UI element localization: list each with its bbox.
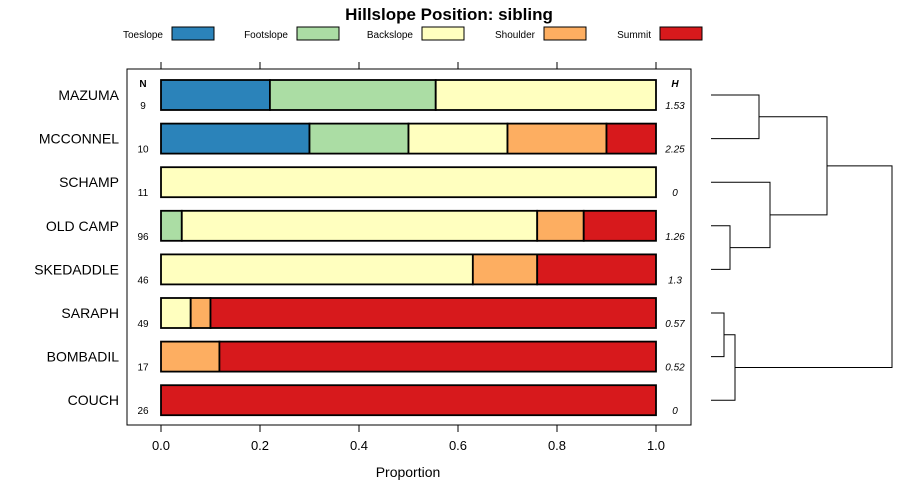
category-label: OLD CAMP <box>46 218 119 234</box>
category-label: SARAPH <box>61 305 119 321</box>
n-value: 46 <box>137 275 149 286</box>
plot-panel <box>126 68 692 426</box>
bar-segment-summit <box>209 297 657 329</box>
bar-segment-backslope <box>160 253 474 286</box>
bar-segment-summit <box>218 340 657 373</box>
dendro-link <box>759 116 828 216</box>
x-tick-label: 0.8 <box>548 438 566 453</box>
bar-segment-backslope <box>434 79 657 111</box>
dendro-link <box>711 334 736 401</box>
bar-segment-shoulder <box>471 253 539 286</box>
dendro-link <box>711 94 760 140</box>
category-label: SCHAMP <box>59 174 119 190</box>
n-value: 96 <box>137 232 149 243</box>
bar-segment-footslope <box>268 79 437 111</box>
h-value: 0 <box>672 188 678 199</box>
bar-segment-shoulder <box>536 209 585 242</box>
category-label: SKEDADDLE <box>34 261 119 277</box>
bar-row: BOMBADIL 17 0.52 <box>47 340 685 374</box>
bar-row: SKEDADDLE 46 1.3 <box>34 253 682 286</box>
bar-row: MCCONNEL 10 2.25 <box>39 122 685 156</box>
x-tick-label: 0.4 <box>350 438 368 453</box>
category-label: MCCONNEL <box>39 131 119 147</box>
n-value: 49 <box>137 319 149 330</box>
bar-segment-backslope <box>160 166 657 199</box>
bar-segment-shoulder <box>506 122 608 155</box>
x-tick-label: 1.0 <box>647 438 665 453</box>
bar-segment-footslope <box>308 122 410 155</box>
bar-segment-shoulder <box>189 297 212 329</box>
dendro-root <box>735 165 893 368</box>
legend-label-backslope: Backslope <box>367 30 414 41</box>
dendro-link <box>711 312 725 358</box>
x-tick-label: 0.0 <box>152 438 170 453</box>
legend-swatch-summit <box>659 26 703 41</box>
n-value: 11 <box>138 188 149 199</box>
bar-segment-summit <box>582 209 657 242</box>
legend-swatch-backslope <box>421 26 465 41</box>
bar-segment-toeslope <box>160 122 311 155</box>
h-value: 2.25 <box>664 145 685 156</box>
x-axis-label: Proportion <box>376 464 441 480</box>
legend-swatch-shoulder <box>543 26 587 41</box>
bar-segment-footslope <box>160 209 183 242</box>
legend-label-toeslope: Toeslope <box>123 30 163 41</box>
category-label: MAZUMA <box>58 87 119 103</box>
x-axis: 0.0 0.2 0.4 0.6 0.8 1.0 <box>152 62 665 453</box>
legend-label-footslope: Footslope <box>244 30 288 41</box>
bar-row: SCHAMP 11 0 <box>59 166 678 199</box>
legend-label-shoulder: Shoulder <box>495 30 536 41</box>
bar-rows: MAZUMA 9 1.53 MCCONNEL 10 2.25 SCHAMP 11 0 OLD CA… <box>34 79 685 417</box>
bar-segment-summit <box>605 122 657 155</box>
h-value: 0.52 <box>665 363 685 374</box>
bar-segment-backslope <box>160 297 192 329</box>
category-label: COUCH <box>68 392 119 408</box>
n-value: 10 <box>137 145 149 156</box>
legend-swatch-footslope <box>296 26 340 41</box>
h-header: H <box>671 79 679 90</box>
category-label: BOMBADIL <box>47 349 120 365</box>
h-value: 0 <box>672 406 678 417</box>
legend-swatch-toeslope <box>171 26 215 41</box>
dendrogram <box>711 94 893 401</box>
h-value: 1.3 <box>668 275 682 286</box>
bar-segment-shoulder <box>160 340 221 373</box>
bar-segment-summit <box>160 384 657 417</box>
bar-segment-backslope <box>407 122 509 155</box>
n-header: N <box>139 79 146 90</box>
chart-title: Hillslope Position: sibling <box>345 5 553 24</box>
dendro-link <box>711 181 771 249</box>
bar-row: SARAPH 49 0.57 <box>61 297 685 330</box>
h-value: 1.26 <box>665 232 685 243</box>
n-value: 26 <box>137 406 149 417</box>
n-value: 9 <box>140 101 146 112</box>
x-tick-label: 0.6 <box>449 438 467 453</box>
bar-segment-toeslope <box>160 79 271 111</box>
h-value: 1.53 <box>665 101 685 112</box>
h-value: 0.57 <box>665 319 685 330</box>
x-tick-label: 0.2 <box>251 438 269 453</box>
legend: Toeslope Footslope Backslope Shoulder Summit <box>123 26 703 41</box>
bar-row: MAZUMA 9 1.53 <box>58 79 685 112</box>
dendro-link <box>711 225 731 270</box>
legend-label-summit: Summit <box>617 30 651 41</box>
bar-row: OLD CAMP 96 1.26 <box>46 209 685 243</box>
n-value: 17 <box>137 363 149 374</box>
bar-segment-summit <box>536 253 657 286</box>
bar-row: COUCH 26 0 <box>68 384 678 417</box>
bar-segment-backslope <box>180 209 539 242</box>
